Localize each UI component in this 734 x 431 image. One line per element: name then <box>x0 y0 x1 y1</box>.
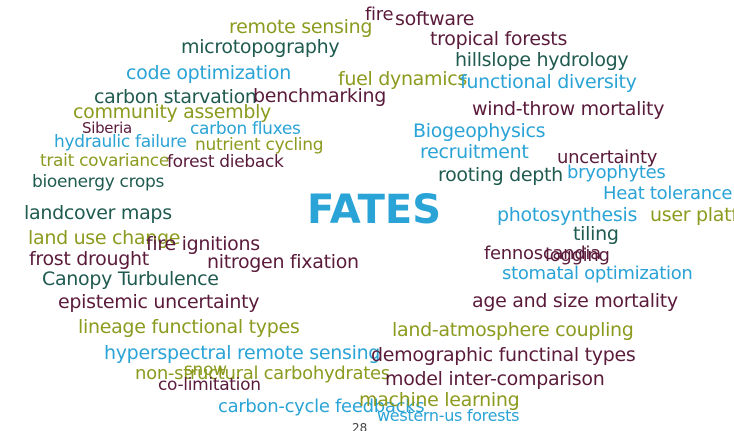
word-demographic-functinal-types: hyperspectral remote sensing <box>104 342 381 364</box>
word-bryophytes: rooting depth <box>438 164 563 186</box>
word-land-atmosphere-coupling: lineage functional types <box>78 316 300 338</box>
word-landcover-maps: Heat tolerance <box>603 183 733 204</box>
word-recruitment: nutrient cycling <box>195 135 324 155</box>
word-photosynthesis: landcover maps <box>24 202 172 224</box>
word-western-us-forests: machine learning <box>359 389 520 411</box>
word-trait-covariance: uncertainty <box>557 147 658 168</box>
word-tropical-forests: tropical forests <box>430 28 568 50</box>
word-uncertainty: recruitment <box>420 141 529 163</box>
word-carbon-starvation: carbon starvation <box>94 86 257 108</box>
word-hillslope-hydrology: hillslope hydrology <box>455 49 629 71</box>
word-forest-dieback: trait covariance <box>40 151 170 171</box>
word-machine-learning: carbon-cycle feedbacks <box>218 396 425 417</box>
word-nitrogen-fixation: frost drought <box>29 248 149 270</box>
word-lineage-functional-types: age and size mortality <box>472 290 678 312</box>
word-fire: fire <box>365 4 394 25</box>
word-land-use-change: tiling <box>573 223 619 245</box>
word-age-and-size-mortality: epistemic uncertainty <box>58 291 260 313</box>
word-software: software <box>395 8 475 30</box>
word-model-inter-comparison: co-limitation <box>158 375 261 395</box>
word-tiling: user platforms <box>650 204 734 226</box>
word-community-assembly: community assembly <box>73 101 272 123</box>
word-epistemic-uncertainty: stomatal optimization <box>502 263 693 284</box>
word-fire-ignitions: land use change <box>28 227 181 249</box>
word-stomatal-optimization: Canopy Turbulence <box>42 268 219 290</box>
word-code-optimization: code optimization <box>126 62 291 84</box>
word-microtopography: microtopography <box>181 36 340 58</box>
word-fennoscandia: nitrogen fixation <box>207 251 359 273</box>
word-co-limitation: snow <box>184 360 227 380</box>
word-frost-drought: fire ignitions <box>146 233 260 255</box>
page-number: 28 <box>352 421 368 431</box>
word-canopy-turbulence: logging <box>545 245 610 266</box>
word-functional-diversity: functional diversity <box>460 71 637 93</box>
center-title: FATES <box>307 187 442 233</box>
word-logging: fennoscandia <box>484 243 601 264</box>
word-user-platforms: photosynthesis <box>497 204 638 226</box>
word-coexistence: western-us forests <box>377 406 520 425</box>
word-carbon-cycle-feedbacks: model inter-comparison <box>385 368 605 390</box>
word-benchmarking: benchmarking <box>253 85 387 107</box>
word-remote-sensing: remote sensing <box>229 16 373 38</box>
word-snow: non-structural carbohydrates <box>135 363 390 384</box>
word-bioenergy-crops: bryophytes <box>567 162 666 183</box>
word-fuel-dynamics: fuel dynamics <box>338 68 467 90</box>
word-nutrient-cycling: hydraulic failure <box>54 132 187 152</box>
word-heat-tolerance: bioenergy crops <box>32 172 165 192</box>
word-hyperspectral-remote-sensing: land-atmosphere coupling <box>392 319 634 341</box>
word-siberia: Siberia <box>82 119 132 137</box>
word-wind-throw-mortality: wind-throw mortality <box>472 98 665 120</box>
word-biogeophysics: Biogeophysics <box>413 120 546 142</box>
word-rooting-depth: forest dieback <box>167 152 284 172</box>
word-carbon: carbon fluxes <box>190 119 301 139</box>
word-non-structural-carbohydrates: demographic functinal types <box>371 344 636 366</box>
